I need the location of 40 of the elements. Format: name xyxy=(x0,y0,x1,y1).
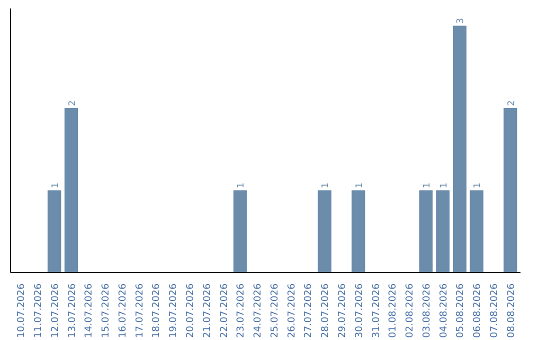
x-tick-label: 19.07.2026 xyxy=(168,283,180,338)
x-tick-label: 23.07.2026 xyxy=(236,283,247,338)
x-tick-label: 29.07.2026 xyxy=(336,283,348,338)
x-tick-label: 27.07.2026 xyxy=(303,283,314,338)
x-tick-label: 30.07.2026 xyxy=(354,283,365,338)
data-label: 1 xyxy=(422,182,432,188)
x-tick-label: 05.08.2026 xyxy=(455,283,466,338)
data-label: 1 xyxy=(321,182,332,188)
x-tick-label: 16.07.2026 xyxy=(117,283,128,338)
x-tick-label: 22.07.2026 xyxy=(218,283,230,338)
data-label: 2 xyxy=(68,100,78,106)
x-tick-label: 31.07.2026 xyxy=(370,283,382,338)
x-tick-label: 03.08.2026 xyxy=(421,283,432,338)
data-label: 1 xyxy=(473,182,484,188)
data-label: 2 xyxy=(506,100,517,106)
x-tick-label: 06.08.2026 xyxy=(472,283,484,338)
x-tick-label: 10.07.2026 xyxy=(16,283,28,338)
data-label: 3 xyxy=(456,18,466,24)
x-tick-label: 12.07.2026 xyxy=(50,283,61,338)
x-tick-label: 18.07.2026 xyxy=(151,283,162,338)
x-tick-label: 02.08.2026 xyxy=(404,283,416,338)
x-tick-label: 21.07.2026 xyxy=(202,283,213,338)
x-tick-label: 14.07.2026 xyxy=(84,283,95,338)
x-tick-label: 24.07.2026 xyxy=(252,283,264,338)
data-label: 1 xyxy=(354,182,365,188)
data-label: 1 xyxy=(439,182,450,188)
x-tick-label: 20.07.2026 xyxy=(185,283,196,338)
x-tick-label: 26.07.2026 xyxy=(286,283,298,338)
data-label: 1 xyxy=(236,182,247,188)
x-tick-label: 04.08.2026 xyxy=(438,283,450,338)
x-tick-label: 28.07.2026 xyxy=(320,283,332,338)
data-label: 1 xyxy=(50,182,61,188)
x-tick-label: 01.08.2026 xyxy=(388,283,399,338)
x-tick-label: 15.07.2026 xyxy=(100,283,112,338)
x-tick-label: 13.07.2026 xyxy=(66,283,78,338)
x-tick-label: 17.07.2026 xyxy=(134,283,146,338)
x-tick-label: 08.08.2026 xyxy=(506,283,517,338)
x-tick-label: 07.08.2026 xyxy=(488,283,500,338)
x-tick-label: 25.07.2026 xyxy=(269,283,280,338)
x-tick-label: 11.07.2026 xyxy=(33,283,44,338)
